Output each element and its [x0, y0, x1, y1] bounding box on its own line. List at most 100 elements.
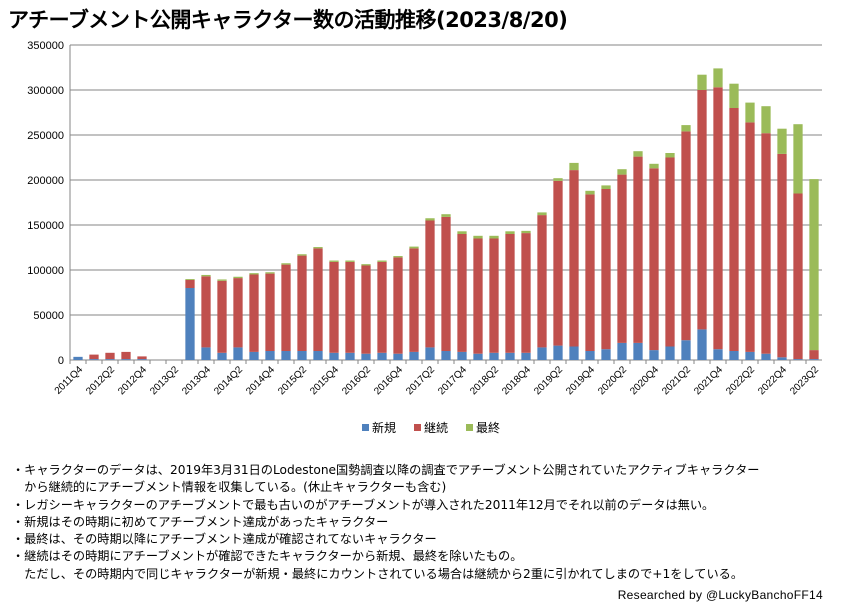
bar-continue: [393, 257, 403, 354]
bar-final: [681, 125, 691, 132]
bar-new: [89, 359, 99, 360]
x-tick-label: 2022Q2: [724, 364, 757, 397]
bar-new: [761, 353, 771, 360]
bar-continue: [809, 350, 819, 360]
bar-new: [521, 352, 531, 360]
bar-final: [553, 178, 563, 181]
notes: ・キャラクターのデータは、2019年3月31日のLodestone国勢調査以降の…: [12, 462, 840, 583]
bar-continue: [777, 153, 787, 358]
bar-continue: [345, 261, 355, 353]
bar-new: [425, 347, 435, 360]
bar-final: [313, 247, 323, 249]
bar-continue: [617, 174, 627, 343]
legend-label: 新規: [372, 420, 396, 435]
bar-continue: [297, 255, 307, 351]
bar-continue: [569, 170, 579, 347]
bar-final: [585, 190, 595, 195]
bar-continue: [121, 351, 131, 360]
bar-new: [457, 351, 467, 360]
x-tick-label: 2023Q2: [788, 364, 821, 397]
bar-final: [297, 254, 307, 256]
bar-new: [505, 352, 515, 360]
bar-continue: [713, 87, 723, 350]
bar-continue: [409, 248, 419, 352]
bar-continue: [521, 233, 531, 353]
bar-continue: [361, 265, 371, 354]
bar-final: [505, 231, 515, 234]
bar-continue: [233, 278, 243, 348]
bar-final: [473, 235, 483, 239]
bar-final: [777, 128, 787, 154]
note-line: ・最終は、その時期以降にアチーブメント達成が確認されてないキャラクター: [12, 532, 437, 547]
stacked-bar-chart: 0 50000 100000 150000 200000 250000 300000 3500…: [27, 40, 822, 435]
bar-new: [217, 352, 227, 360]
legend-label: 最終: [476, 420, 500, 435]
bar-new: [553, 345, 563, 360]
x-tick-label: 2020Q2: [596, 364, 629, 397]
legend-label: 継続: [424, 420, 448, 435]
bar-new: [601, 349, 611, 360]
bar-new: [121, 359, 131, 360]
x-tick-label: 2015Q4: [308, 364, 341, 397]
note-line: ・継続はその時期にアチーブメントが確認できたキャラクターから新規、最終を除いたも…: [12, 549, 523, 564]
x-tick-label: 2022Q4: [756, 364, 789, 397]
x-tick-label: 2012Q4: [116, 364, 149, 397]
bar-final: [601, 185, 611, 189]
bar-continue: [553, 180, 563, 346]
bar-new: [537, 347, 547, 360]
bar-final: [361, 264, 371, 266]
bar-final: [569, 162, 579, 171]
bar-continue: [313, 248, 323, 351]
x-tick-label: 2013Q4: [180, 364, 213, 397]
y-tick-label: 300000: [27, 85, 64, 97]
bar-new: [137, 359, 147, 360]
x-tick-label: 2016Q4: [372, 364, 405, 397]
bar-new: [249, 351, 259, 360]
bar-final: [809, 179, 819, 351]
bar-new: [617, 342, 627, 360]
bar-continue: [585, 194, 595, 351]
y-tick-label: 150000: [27, 220, 64, 232]
x-tick-label: 2014Q2: [212, 364, 245, 397]
bar-new: [409, 351, 419, 360]
bar-continue: [601, 189, 611, 350]
bar-final: [425, 218, 435, 221]
bar-continue: [665, 157, 675, 347]
y-axis: 0 50000 100000 150000 200000 250000 300000 3500…: [27, 40, 71, 367]
bar-final: [761, 106, 771, 134]
legend-swatch: [414, 424, 421, 431]
x-tick-label: 2012Q2: [84, 364, 117, 397]
note-line: ・新規はその時期に初めてアチーブメント達成があったキャラクター: [12, 514, 389, 529]
bar-continue: [441, 216, 451, 351]
bar-continue: [761, 133, 771, 354]
x-tick-label: 2011Q4: [53, 364, 86, 397]
bar-new: [329, 352, 339, 360]
bar-new: [185, 288, 195, 360]
bar-final: [281, 263, 291, 265]
bar-new: [585, 351, 595, 360]
bar-continue: [537, 215, 547, 348]
bar-final: [441, 214, 451, 217]
bar-continue: [265, 273, 275, 351]
bar-new: [665, 346, 675, 360]
bar-final: [665, 153, 675, 158]
note-line: ただし、その時期内で同じキャラクターが新規・最終にカウントされている場合は継続か…: [12, 566, 744, 581]
note-line: から継続的にアチーブメント情報を収集している。(休止キャラクターも含む): [12, 480, 447, 495]
y-tick-label: 250000: [27, 130, 64, 142]
bar-final: [649, 163, 659, 169]
bar-new: [777, 357, 787, 360]
bar-new: [713, 349, 723, 360]
bar-new: [569, 346, 579, 360]
bar-final: [201, 274, 211, 277]
bar-final: [217, 279, 227, 281]
bar-continue: [329, 261, 339, 353]
bar-final: [521, 230, 531, 234]
x-tick-label: 2019Q2: [532, 364, 565, 397]
bar-new: [729, 351, 739, 360]
bar-new: [265, 351, 275, 360]
legend: 新規 継続 最終: [362, 420, 500, 435]
x-tick-label: 2020Q4: [628, 364, 661, 397]
bar-new: [809, 359, 819, 360]
bar-new: [297, 351, 307, 360]
bar-final: [745, 102, 755, 123]
